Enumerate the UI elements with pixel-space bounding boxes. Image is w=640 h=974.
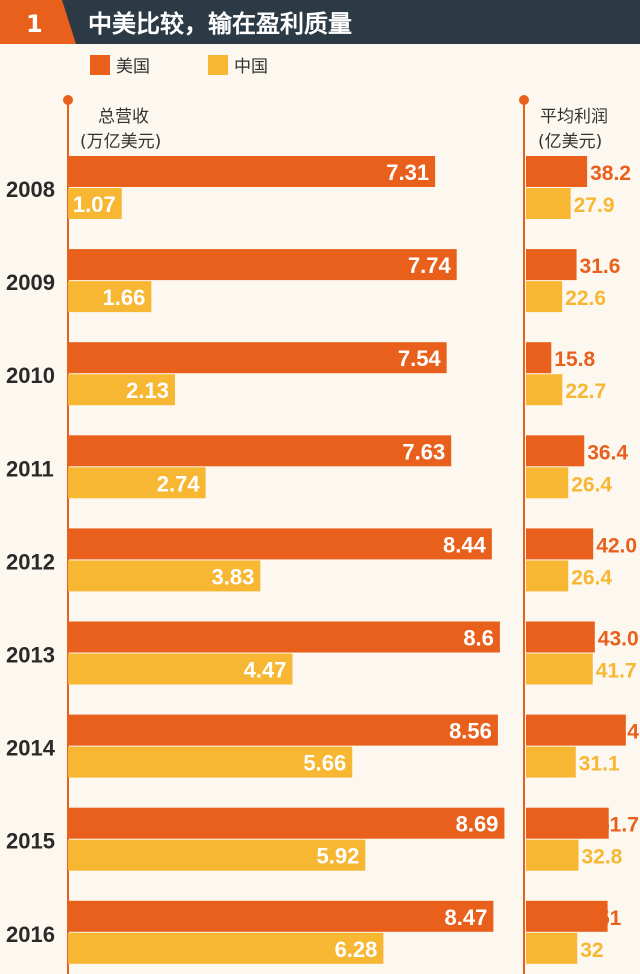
- revenue-bar-cn: [68, 188, 122, 219]
- profit-value-us: 38.2: [590, 162, 631, 185]
- revenue-bar-cn: [68, 467, 206, 499]
- legend-label-us: 美国: [116, 57, 150, 77]
- profit-value-cn: 26.4: [571, 473, 612, 496]
- revenue-value-us: 7.63: [402, 439, 445, 464]
- revenue-bar-us: [68, 528, 492, 560]
- year-label: 2008: [6, 177, 55, 202]
- revenue-bar-cn: [68, 560, 261, 592]
- profit-value-cn: 41.7: [596, 660, 637, 683]
- profit-value-cn: 32.8: [581, 846, 622, 869]
- profit-value-us: 51: [598, 907, 622, 930]
- revenue-bar-cn: [68, 932, 384, 964]
- revenue-value-cn: 3.83: [212, 564, 255, 589]
- profit-value-us: 31.6: [580, 255, 621, 278]
- year-label: 2016: [6, 922, 55, 947]
- profit-bar-us: [526, 621, 595, 653]
- revenue-value-us: 7.74: [408, 253, 452, 278]
- year-label: 2014: [6, 736, 56, 761]
- header-number-badge: [0, 0, 76, 44]
- revenue-value-cn: 2.13: [126, 378, 169, 403]
- profit-bar-cn: [526, 374, 563, 406]
- profit-bar-us: [526, 900, 608, 932]
- year-label: 2011: [6, 456, 54, 481]
- year-label: 2009: [6, 270, 55, 295]
- profit-bar-cn: [526, 467, 569, 499]
- profit-bar-us: [526, 156, 588, 187]
- year-label: 2010: [6, 363, 55, 388]
- chart-title: 中美比较，输在盈利质量: [88, 10, 352, 38]
- header-bar: [0, 0, 640, 44]
- profit-bar-cn: [526, 932, 578, 964]
- revenue-value-cn: 1.07: [73, 192, 116, 217]
- profit-bar-us: [526, 435, 585, 467]
- profit-axis-dot: [519, 95, 529, 105]
- legend-swatch-us: [90, 55, 110, 75]
- profit-bar-cn: [526, 188, 571, 219]
- revenue-axis-unit: (万亿美元): [80, 132, 161, 152]
- year-label: 2012: [6, 549, 55, 574]
- revenue-value-cn: 2.74: [157, 471, 201, 496]
- revenue-bar-cn: [68, 281, 152, 313]
- revenue-bar-us: [68, 900, 494, 932]
- revenue-bar-us: [68, 621, 500, 653]
- revenue-value-us: 8.44: [443, 532, 487, 557]
- profit-bar-cn: [526, 839, 579, 871]
- revenue-bar-us: [68, 342, 447, 374]
- revenue-bar-us: [68, 156, 436, 187]
- profit-value-us: 51.7: [598, 814, 639, 837]
- revenue-value-cn: 4.47: [244, 658, 287, 683]
- revenue-value-us: 8.69: [456, 812, 499, 837]
- profit-bar-us: [526, 342, 552, 374]
- profit-axis-unit: (亿美元): [538, 132, 602, 152]
- revenue-value-us: 7.31: [386, 160, 429, 185]
- revenue-value-cn: 5.66: [303, 751, 346, 776]
- revenue-value-cn: 1.66: [103, 285, 146, 310]
- profit-value-cn: 32: [580, 939, 603, 962]
- revenue-bar-us: [68, 249, 457, 281]
- revenue-axis-title: 总营收: [98, 107, 149, 127]
- revenue-value-us: 7.54: [398, 346, 442, 371]
- revenue-bar-us: [68, 807, 505, 839]
- revenue-value-cn: 6.28: [335, 937, 378, 962]
- profit-value-cn: 22.6: [565, 287, 606, 310]
- revenue-bar-us: [68, 435, 452, 467]
- profit-value-cn: 31.1: [579, 753, 620, 776]
- revenue-bar-us: [68, 714, 498, 746]
- header-number: 1: [26, 10, 43, 38]
- profit-bar-cn: [526, 746, 576, 778]
- revenue-axis-dot: [63, 95, 73, 105]
- profit-value-cn: 22.7: [565, 380, 606, 403]
- legend-swatch-cn: [208, 55, 228, 75]
- year-label: 2015: [6, 829, 55, 854]
- revenue-value-cn: 5.92: [316, 844, 359, 869]
- revenue-bar-cn: [68, 839, 366, 871]
- revenue-value-us: 8.56: [449, 719, 492, 744]
- profit-value-cn: 27.9: [574, 194, 615, 217]
- profit-bar-cn: [526, 281, 563, 313]
- year-label: 2013: [6, 643, 55, 668]
- revenue-bar-cn: [68, 746, 353, 778]
- legend: 美国 中国: [90, 55, 268, 77]
- revenue-bar-cn: [68, 374, 175, 406]
- revenue-bar-cn: [68, 653, 293, 685]
- revenue-value-us: 8.6: [463, 626, 494, 651]
- profit-value-us: 15.8: [554, 348, 595, 371]
- profit-value-us: 36.4: [587, 441, 628, 464]
- revenue-value-us: 8.47: [445, 905, 488, 930]
- profit-value-cn: 26.4: [571, 566, 612, 589]
- profit-value-us: 42.0: [596, 534, 637, 557]
- profit-bar-us: [526, 714, 626, 746]
- profit-bar-us: [526, 807, 609, 839]
- profit-value-us: 43.0: [598, 628, 639, 651]
- profit-value-us: 62.4: [598, 721, 639, 744]
- profit-bar-us: [526, 528, 594, 560]
- profit-axis-title: 平均利润: [540, 107, 608, 127]
- profit-bar-cn: [526, 560, 569, 592]
- profit-bar-cn: [526, 653, 593, 685]
- chart-marks: 2008 7.31 1.07 38.2 27.9 2009 7.74 1.66 31.6 22.6…: [6, 156, 639, 964]
- profit-bar-us: [526, 249, 577, 281]
- legend-label-cn: 中国: [234, 57, 268, 77]
